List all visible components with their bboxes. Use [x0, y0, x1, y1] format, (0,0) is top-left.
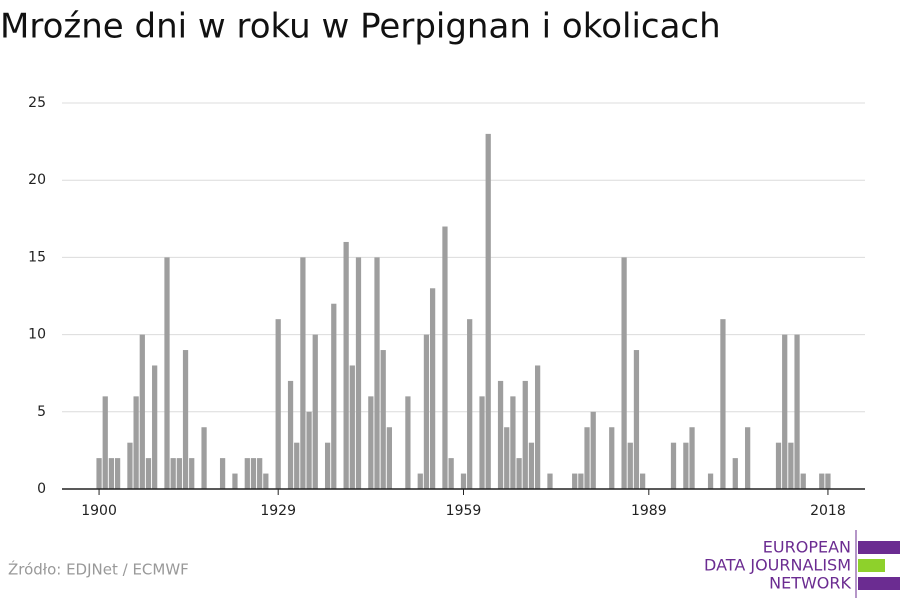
bar — [522, 380, 528, 489]
bar — [127, 442, 133, 489]
bar — [368, 396, 374, 489]
bar — [460, 473, 467, 489]
bar — [102, 396, 108, 489]
bar — [114, 458, 121, 489]
chart-title: Mroźne dni w roku w Perpignan i okolicac… — [0, 7, 721, 47]
bar — [250, 458, 257, 489]
bar — [343, 241, 349, 489]
bar — [331, 303, 337, 489]
bar — [609, 427, 615, 489]
y-tick-label: 0 — [37, 481, 46, 497]
x-tick-label: 2018 — [810, 503, 846, 519]
bar — [306, 411, 312, 489]
bar — [263, 473, 269, 489]
y-tick-label: 15 — [28, 249, 46, 265]
bar — [275, 319, 281, 489]
logo-text: DATA JOURNALISM — [704, 556, 851, 575]
y-tick-label: 25 — [28, 95, 46, 111]
source: Źródło: EDJNet / ECMWF — [8, 560, 189, 579]
bar — [720, 319, 726, 489]
bar — [133, 396, 139, 489]
bar — [170, 458, 176, 489]
logo: EUROPEAN DATA JOURNALISM NETWORK — [704, 530, 900, 598]
logo-bar — [858, 559, 885, 572]
bar — [312, 334, 318, 489]
bar — [775, 442, 782, 489]
bar — [707, 473, 714, 489]
bar — [510, 396, 516, 489]
bar — [485, 133, 491, 489]
bar — [745, 427, 751, 489]
bar — [479, 396, 485, 489]
bar — [825, 473, 831, 489]
bar — [627, 442, 633, 489]
bar — [534, 365, 541, 489]
bar — [621, 257, 627, 489]
bar — [429, 288, 436, 489]
bar — [405, 396, 411, 489]
bar — [497, 380, 504, 489]
bar — [349, 365, 355, 489]
bar — [294, 442, 300, 489]
x-tick-label: 1959 — [446, 503, 482, 519]
bar — [467, 319, 473, 489]
bar — [572, 473, 578, 489]
bar — [244, 458, 250, 489]
bar — [448, 458, 454, 489]
bar — [683, 442, 689, 489]
bar — [590, 411, 596, 489]
bar — [287, 380, 294, 489]
bar — [819, 473, 825, 489]
bar — [504, 427, 510, 489]
bar — [442, 226, 448, 489]
bar — [386, 427, 393, 489]
bar — [219, 458, 226, 489]
bar — [355, 257, 362, 489]
bar — [794, 334, 800, 489]
bar — [640, 473, 646, 489]
bar — [145, 458, 152, 489]
y-tick-label: 5 — [37, 404, 46, 420]
bar — [257, 458, 263, 489]
bar — [164, 257, 170, 489]
bar — [96, 458, 102, 489]
bar — [584, 427, 590, 489]
y-tick-label: 20 — [28, 172, 46, 188]
x-tick-label: 1900 — [81, 503, 117, 519]
bar — [380, 350, 386, 489]
bar — [782, 334, 788, 489]
bar — [417, 473, 423, 489]
bar — [800, 473, 806, 489]
bar — [633, 350, 640, 489]
bar — [732, 458, 738, 489]
bar — [547, 473, 553, 489]
bar — [182, 350, 189, 489]
bar — [201, 427, 207, 489]
logo-bar — [858, 577, 900, 590]
bar — [300, 257, 306, 489]
bar — [232, 473, 238, 489]
bar — [324, 442, 331, 489]
bar — [670, 442, 677, 489]
bar — [108, 458, 115, 489]
logo-bar — [858, 541, 900, 554]
bar — [516, 458, 522, 489]
x-tick-label: 1929 — [260, 503, 296, 519]
bar — [176, 458, 182, 489]
y-tick-label: 10 — [28, 327, 46, 343]
logo-text: NETWORK — [769, 574, 851, 593]
bar — [689, 427, 695, 489]
bar — [528, 442, 535, 489]
bar — [189, 458, 195, 489]
bar — [788, 442, 794, 489]
bar — [578, 473, 584, 489]
bar — [152, 365, 158, 489]
bar — [139, 334, 145, 489]
logo-text: EUROPEAN — [763, 538, 851, 557]
bar — [374, 257, 380, 489]
bar — [423, 334, 430, 489]
x-tick-label: 1989 — [631, 503, 667, 519]
